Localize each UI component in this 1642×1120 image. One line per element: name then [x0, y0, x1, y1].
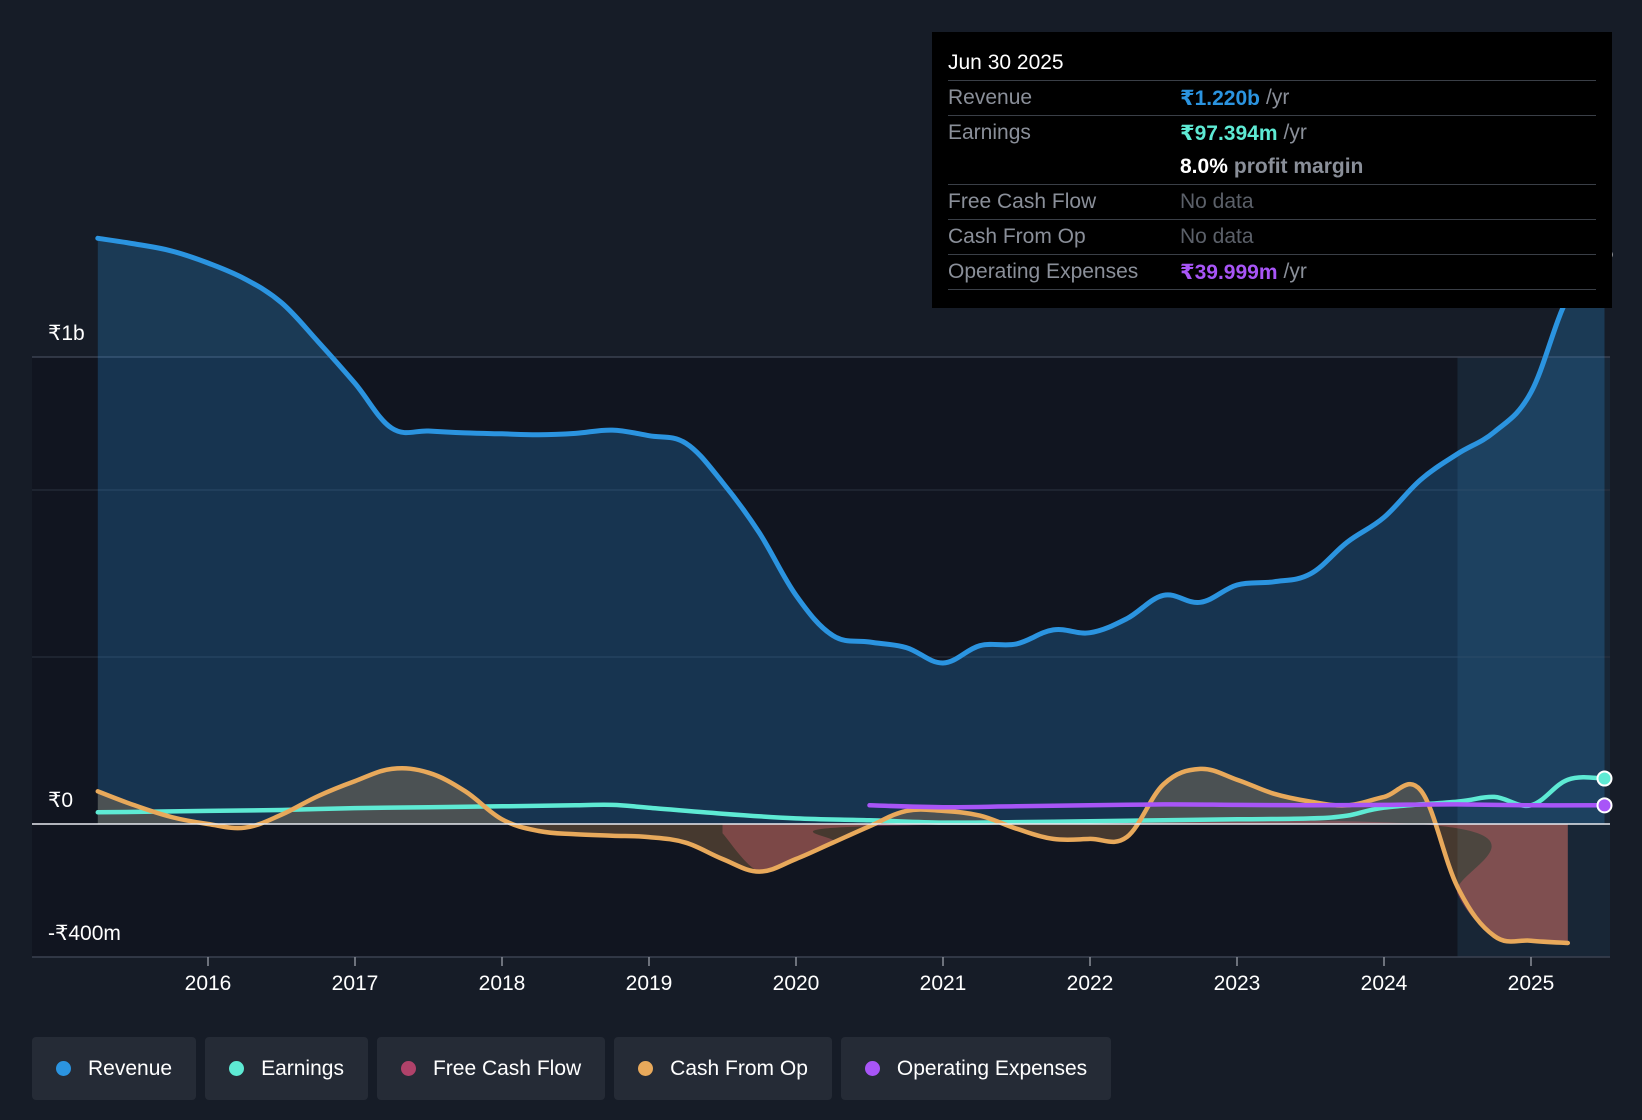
tooltip-opex-value: ₹39.999m [1180, 260, 1278, 284]
tooltip-cfo-label: Cash From Op [948, 225, 1086, 248]
tooltip-earnings-label: Earnings [948, 121, 1031, 144]
tooltip-row-opex: Operating Expenses ₹39.999m /yr [948, 254, 1596, 290]
free-cash-flow-dot-icon [400, 1061, 416, 1076]
endpoint-earnings [1596, 770, 1613, 787]
legend: Revenue Earnings Free Cash Flow Cash Fro… [32, 1037, 1120, 1100]
x-tick-label-2024: 2024 [1361, 972, 1408, 995]
tooltip-row-cfo: Cash From Op No data [948, 219, 1596, 254]
x-tick-label-2023: 2023 [1214, 972, 1261, 995]
legend-label-cash-from-op: Cash From Op [670, 1056, 808, 1080]
tooltip-margin-value: 8.0% [1180, 155, 1228, 178]
tooltip-fcf-value: No data [1180, 190, 1254, 213]
legend-item-earnings[interactable]: Earnings [205, 1037, 368, 1100]
tooltip-panel: Jun 30 2025 Revenue ₹1.220b /yr Earnings… [932, 32, 1612, 308]
line-revenue [95, 235, 1607, 666]
revenue-dot-icon [56, 1061, 71, 1076]
earnings-dot-icon [229, 1061, 245, 1076]
operating-expenses-dot-icon [864, 1061, 880, 1076]
line-operating-expenses [867, 802, 1607, 810]
tooltip-earnings-value: ₹97.394m [1180, 121, 1278, 145]
area-cash-from-op [97, 768, 1568, 943]
x-tick-label-2018: 2018 [479, 972, 526, 995]
legend-label-free-cash-flow: Free Cash Flow [432, 1056, 582, 1080]
tooltip-fcf-label: Free Cash Flow [948, 190, 1097, 213]
x-tick-label-2025: 2025 [1508, 972, 1555, 995]
x-tick-label-2021: 2021 [920, 972, 967, 995]
area-free-cash-flow [722, 820, 1568, 943]
endpoint-operating-expenses [1596, 797, 1613, 814]
legend-label-earnings: Earnings [261, 1056, 344, 1080]
cash-from-op-dot-icon [638, 1061, 654, 1076]
y-label-top: ₹1b [48, 322, 85, 345]
tooltip-date: Jun 30 2025 [948, 51, 1064, 74]
tooltip-row-revenue: Revenue ₹1.220b /yr [948, 80, 1596, 115]
tooltip-cfo-value: No data [1180, 225, 1254, 248]
tooltip-revenue-value: ₹1.220b [1180, 86, 1260, 110]
x-axis: 2016 2017 2018 2019 2020 2021 2022 2023 2024 2025 [185, 957, 1555, 995]
x-tick-label-2022: 2022 [1067, 972, 1114, 995]
tooltip-revenue-unit: /yr [1266, 86, 1290, 109]
tooltip-row-earnings: Earnings ₹97.394m /yr [948, 115, 1596, 150]
tooltip-opex-label: Operating Expenses [948, 260, 1139, 283]
area-revenue [97, 238, 1605, 825]
x-tick-label-2017: 2017 [332, 972, 379, 995]
tooltip-opex-unit: /yr [1283, 260, 1307, 283]
tooltip-margin-unit: profit margin [1233, 155, 1364, 178]
x-tick-label-2019: 2019 [626, 972, 673, 995]
tooltip-row-fcf: Free Cash Flow No data [948, 184, 1596, 219]
y-label-bottom: -₹400m [48, 922, 121, 945]
chart-area: 2016 2017 2018 2019 2020 2021 2022 2023 2024 2025… [32, 235, 1613, 995]
x-tick-label-2016: 2016 [185, 972, 232, 995]
legend-item-operating-expenses[interactable]: Operating Expenses [840, 1037, 1112, 1100]
legend-item-cash-from-op[interactable]: Cash From Op [614, 1037, 832, 1100]
legend-item-free-cash-flow[interactable]: Free Cash Flow [376, 1037, 606, 1100]
tooltip-row-margin: 8.0% profit margin [948, 150, 1596, 184]
tooltip-earnings-unit: /yr [1283, 121, 1307, 144]
x-tick-label-2020: 2020 [773, 972, 820, 995]
tooltip-revenue-label: Revenue [948, 86, 1033, 109]
legend-label-revenue: Revenue [88, 1056, 173, 1080]
legend-item-revenue[interactable]: Revenue [32, 1037, 197, 1100]
series-layer [95, 235, 1613, 946]
legend-label-operating-expenses: Operating Expenses [896, 1056, 1088, 1080]
y-label-zero: ₹0 [48, 789, 73, 812]
